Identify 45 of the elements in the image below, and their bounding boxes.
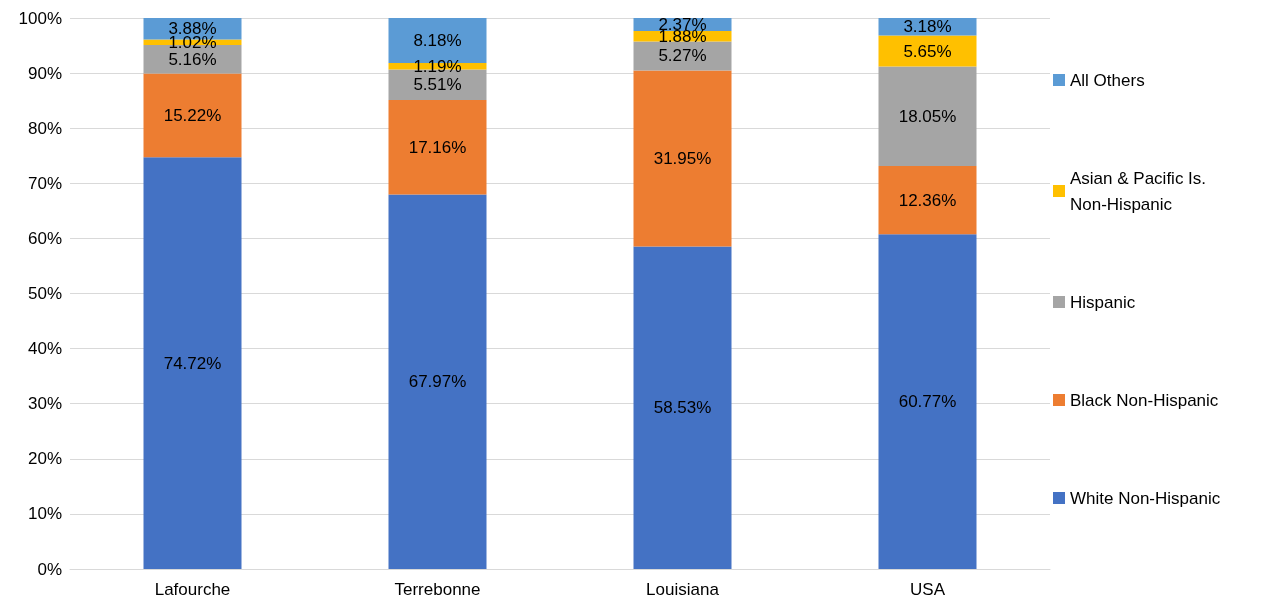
bar [878,166,977,235]
y-tick-label: 90% [27,63,62,83]
y-tick-label: 0% [37,559,62,579]
data-label: 58.53% [653,398,712,418]
bar [633,246,732,569]
x-tick-label: Lafourche [154,580,231,599]
data-label: 5.51% [413,75,462,95]
bar [878,234,977,569]
data-label: 12.36% [898,190,957,210]
x-tick-label: Louisiana [646,580,720,599]
y-tick-label: 40% [27,339,62,359]
legend-label: All Others [1070,70,1145,90]
bar [388,194,487,569]
data-label: 5.16% [168,49,217,69]
data-label: 67.97% [408,372,467,392]
bar [878,35,977,67]
legend-label: Asian & Pacific Is. Non-Hispanic [1070,168,1211,214]
legend-label: White Non-Hispanic [1070,488,1221,508]
legend-label: Black Non-Hispanic [1070,390,1219,410]
y-tick-label: 20% [27,449,62,469]
y-tick-label: 60% [27,228,62,248]
data-label: 17.16% [408,137,467,157]
data-label: 15.22% [163,105,222,125]
y-tick-label: 30% [27,394,62,414]
legend-label: Hispanic [1070,292,1136,312]
data-label: 8.18% [413,31,462,51]
data-label: 31.95% [653,148,712,168]
data-label: 18.05% [898,106,957,126]
bar [633,70,732,247]
bar [143,73,242,158]
data-label: 60.77% [898,392,957,412]
y-tick-label: 70% [27,173,62,193]
data-label: 74.72% [163,353,222,373]
y-tick-label: 50% [27,284,62,303]
y-tick-label: 80% [27,118,62,138]
x-tick-label: USA [910,580,946,599]
bar [878,66,977,167]
bar [143,157,242,569]
data-label: 5.65% [903,41,952,61]
y-tick-label: 100% [18,8,62,28]
data-label: 3.18% [903,17,952,37]
bar [388,99,487,195]
y-tick-label: 10% [27,504,62,524]
data-label: 5.27% [658,46,707,66]
x-tick-label: Terrebonne [394,580,481,599]
